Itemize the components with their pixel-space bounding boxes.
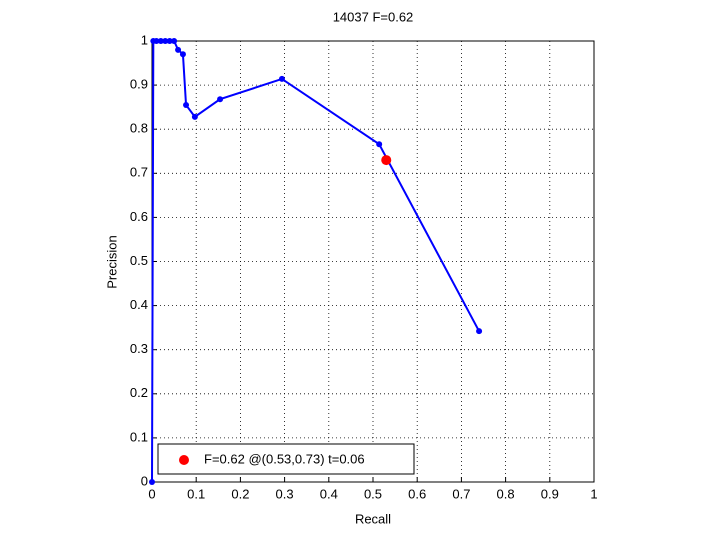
legend-marker — [179, 455, 189, 465]
x-tick-label: 0.1 — [187, 486, 205, 501]
y-axis-label: Precision — [104, 235, 119, 288]
x-tick-label: 0.4 — [320, 486, 338, 501]
point — [476, 328, 483, 335]
y-tick-label: 0.6 — [130, 209, 148, 224]
x-tick-label: 0.9 — [541, 486, 559, 501]
point — [171, 38, 178, 44]
point — [157, 38, 164, 44]
y-tick-label: 1 — [141, 32, 148, 47]
y-tick-label: 0.5 — [130, 253, 148, 268]
x-tick-label: 0.8 — [497, 486, 515, 501]
point — [149, 479, 155, 485]
legend-label: F=0.62 @(0.53,0.73) t=0.06 — [204, 451, 365, 466]
point — [175, 46, 182, 53]
x-tick-label: 0.2 — [231, 486, 249, 501]
x-tick-label: 0.5 — [364, 486, 382, 501]
y-tick-label: 0.2 — [130, 385, 148, 400]
x-tick-label: 0 — [148, 486, 155, 501]
y-tick-label: 0.1 — [130, 429, 148, 444]
point — [166, 38, 173, 44]
chart-title: 14037 F=0.62 — [333, 9, 414, 24]
x-axis-label: Recall — [355, 511, 391, 526]
x-tick-label: 0.3 — [276, 486, 294, 501]
x-tick-label: 0.6 — [408, 486, 426, 501]
legend-box — [157, 443, 415, 475]
point — [153, 38, 160, 44]
y-tick-label: 0.9 — [130, 77, 148, 92]
x-tick-label: 0.7 — [452, 486, 470, 501]
best-point — [381, 155, 392, 166]
point — [278, 75, 285, 82]
y-tick-label: 0.8 — [130, 121, 148, 136]
point — [191, 113, 198, 120]
point — [376, 141, 383, 148]
y-tick-label: 0.4 — [130, 297, 148, 312]
y-tick-label: 0.7 — [130, 165, 148, 180]
x-tick-label: 1 — [590, 486, 597, 501]
point — [217, 96, 224, 103]
y-tick-label: 0.3 — [130, 341, 148, 356]
point — [183, 101, 190, 108]
point — [179, 51, 186, 58]
point — [162, 38, 169, 44]
y-tick-label: 0 — [141, 473, 148, 488]
